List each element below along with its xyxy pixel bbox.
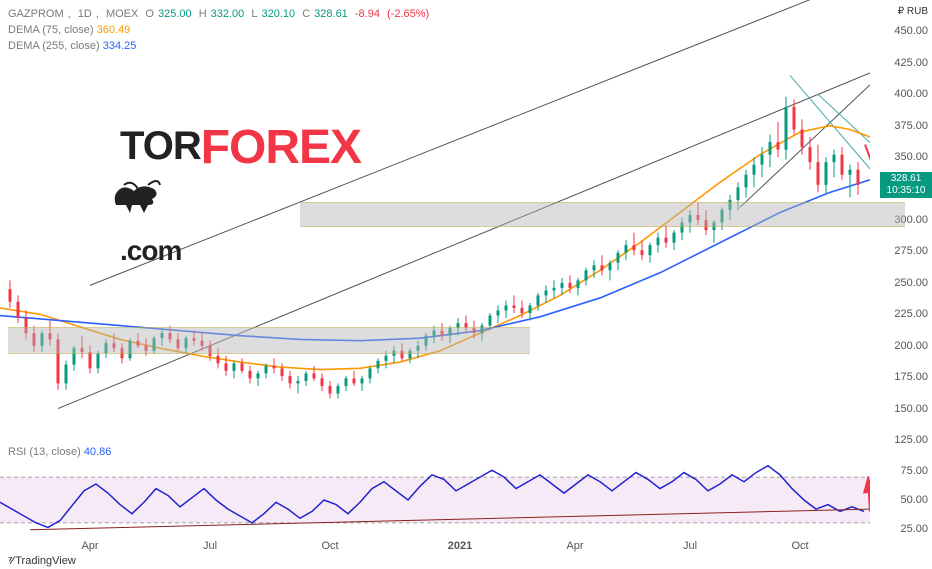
price-zone bbox=[8, 327, 530, 354]
x-tick: 2021 bbox=[448, 540, 472, 552]
rsi-val: 40.86 bbox=[84, 446, 112, 458]
rsi-y-tick: 25.00 bbox=[900, 523, 928, 535]
y-tick: 400.00 bbox=[894, 88, 928, 100]
x-tick: Oct bbox=[321, 540, 338, 552]
y-tick: 425.00 bbox=[894, 57, 928, 69]
y-tick: 200.00 bbox=[894, 340, 928, 352]
currency-icon: ₽ RUB bbox=[898, 6, 928, 17]
y-tick: 250.00 bbox=[894, 277, 928, 289]
y-tick: 375.00 bbox=[894, 120, 928, 132]
watermark-logo: TORFOREX.com bbox=[120, 120, 361, 272]
x-tick: Jul bbox=[203, 540, 217, 552]
y-tick: 350.00 bbox=[894, 151, 928, 163]
rsi-chart[interactable] bbox=[0, 460, 870, 540]
y-tick: 225.00 bbox=[894, 308, 928, 320]
tradingview-attribution: ⁷⁄ TradingView bbox=[8, 555, 76, 567]
bull-icon bbox=[110, 175, 162, 217]
x-tick: Apr bbox=[566, 540, 583, 552]
rsi-header: RSI (13, close) 40.86 bbox=[8, 446, 111, 458]
y-tick: 150.00 bbox=[894, 403, 928, 415]
x-tick: Jul bbox=[683, 540, 697, 552]
rsi-y-axis: 25.00 50.00 75.00 bbox=[877, 446, 932, 536]
y-tick: 125.00 bbox=[894, 434, 928, 446]
tradingview-chart: { "ticker_row": { "symbol": "GAZPROM", "… bbox=[0, 0, 932, 569]
x-tick: Apr bbox=[81, 540, 98, 552]
price-zone bbox=[300, 202, 905, 227]
time-x-axis: Apr Jul Oct 2021 Apr Jul Oct bbox=[0, 540, 870, 556]
y-tick: 275.00 bbox=[894, 245, 928, 257]
rsi-y-tick: 75.00 bbox=[900, 465, 928, 477]
last-price-badge: 328.61 10:35:10 bbox=[880, 172, 932, 198]
y-tick: 450.00 bbox=[894, 25, 928, 37]
tv-logo-icon: ⁷⁄ bbox=[8, 555, 12, 567]
y-tick: 175.00 bbox=[894, 371, 928, 383]
x-tick: Oct bbox=[791, 540, 808, 552]
rsi-y-tick: 50.00 bbox=[900, 494, 928, 506]
